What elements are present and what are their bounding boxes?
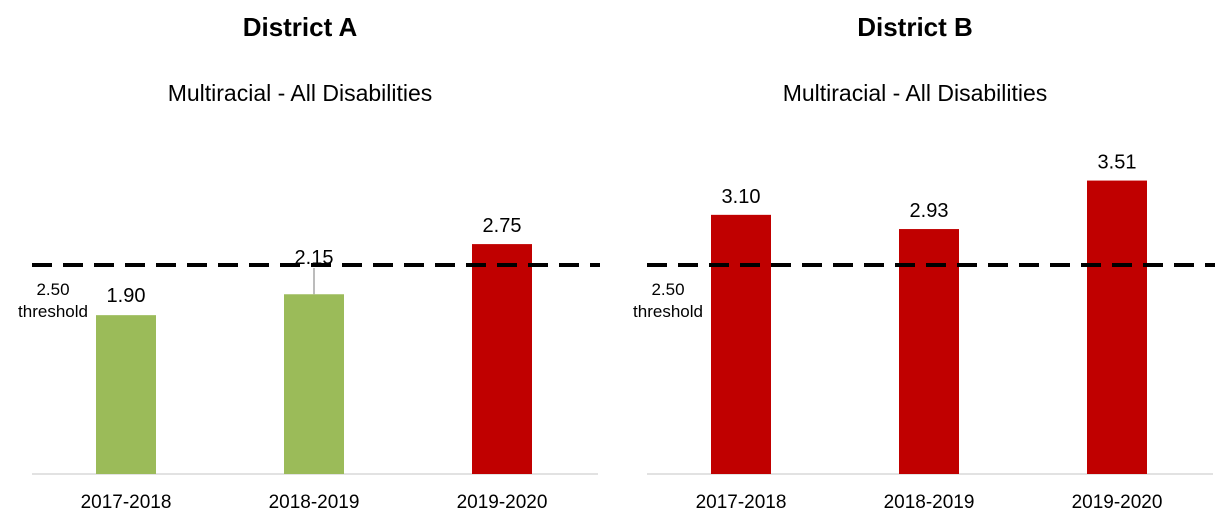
- x-tick-label: 2018-2019: [269, 492, 360, 513]
- bar-2017-2018: [711, 214, 771, 474]
- data-label: 2.15: [295, 247, 334, 269]
- x-tick-label: 2018-2019: [884, 492, 975, 513]
- threshold-text-label: threshold: [18, 302, 88, 321]
- x-tick-label: 2019-2020: [1072, 492, 1163, 513]
- chart-subtitle: Multiracial - All Disabilities: [167, 80, 433, 106]
- bar-2017-2018: [96, 315, 156, 474]
- bar-2019-2020: [472, 244, 532, 474]
- bar-chart-district-b: 2017-2018 2018-2019 2019-2020 3.10 2.93 3.51 2…: [633, 152, 1215, 513]
- threshold-value-label: 2.50: [651, 280, 684, 299]
- chart-subtitle: Multiracial - All Disabilities: [782, 80, 1048, 106]
- threshold-text-label: threshold: [633, 302, 703, 321]
- chart-title: District A: [242, 12, 358, 42]
- x-tick-label: 2017-2018: [81, 492, 172, 513]
- chart-panel-district-a: District A Multiracial - All Disabilitie…: [0, 0, 600, 516]
- data-label: 2.93: [910, 200, 949, 222]
- x-tick-label: 2017-2018: [696, 492, 787, 513]
- chart-panel-district-b: District B Multiracial - All Disabilitie…: [615, 0, 1215, 516]
- chart-title: District B: [857, 12, 973, 42]
- bar-chart-district-a: 2017-2018 2018-2019 2019-2020 1.90 2.15 2.75 2…: [18, 215, 600, 513]
- data-label: 3.51: [1098, 152, 1137, 174]
- bar-2019-2020: [1087, 180, 1147, 474]
- bar-2018-2019: [284, 294, 344, 474]
- data-label: 3.10: [722, 186, 761, 208]
- threshold-value-label: 2.50: [36, 280, 69, 299]
- bar-2018-2019: [899, 229, 959, 474]
- x-tick-label: 2019-2020: [457, 492, 548, 513]
- data-label: 1.90: [107, 285, 146, 307]
- data-label: 2.75: [483, 215, 522, 237]
